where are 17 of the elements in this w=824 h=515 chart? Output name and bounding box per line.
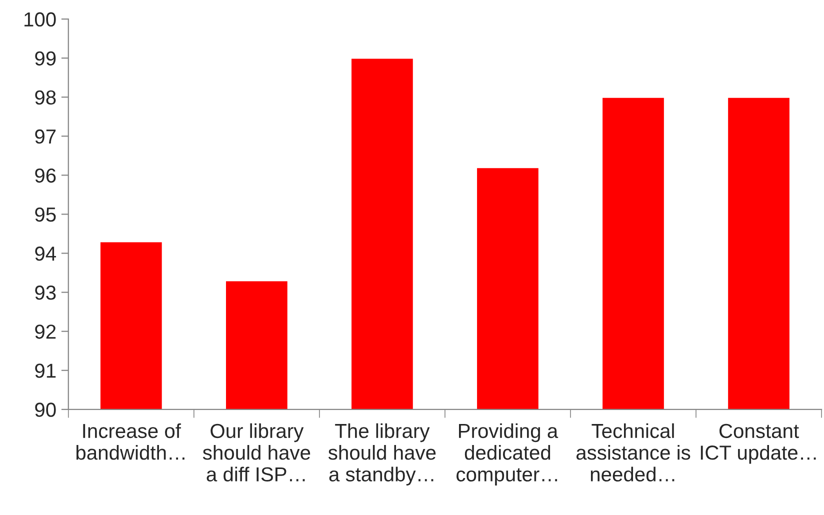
y-tick-label: 92 <box>35 324 56 339</box>
x-tick-label: Providing a dedicated computer… <box>456 423 558 486</box>
y-tick-label: 99 <box>35 51 56 66</box>
x-tick-label: Constant ICT update… <box>700 424 816 464</box>
x-tick-label: The library should have a standby… <box>328 423 436 486</box>
y-tick-label: 97 <box>35 129 56 144</box>
y-tick-label: 94 <box>35 246 56 261</box>
y-tick-label: 100 <box>24 12 56 27</box>
y-tick-label: 95 <box>35 207 56 222</box>
x-tick-label: Technical assistance is needed… <box>576 423 690 482</box>
x-tick-label: Our library should have a diff ISP… <box>202 423 310 482</box>
y-tick-label: 96 <box>35 168 56 183</box>
y-tick-label: 93 <box>35 286 56 300</box>
y-tick-label: 90 <box>35 402 56 417</box>
y-tick-label: 98 <box>35 90 56 105</box>
y-tick-label: 91 <box>35 364 56 378</box>
x-tick-label: Increase of bandwidth… <box>76 423 184 460</box>
